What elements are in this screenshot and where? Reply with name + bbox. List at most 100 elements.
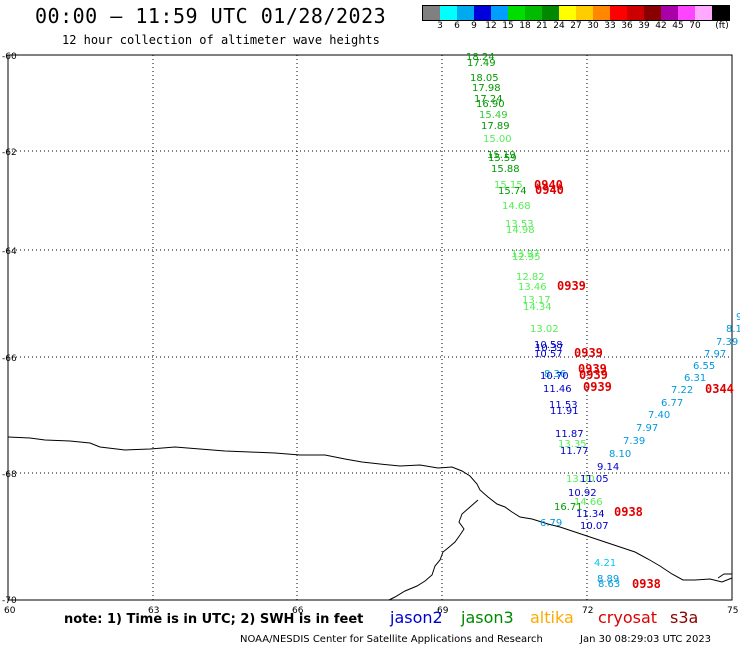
lon-tick: 72: [582, 606, 593, 616]
footnote: note: 1) Time is in UTC; 2) SWH is in fe…: [64, 612, 364, 627]
wave-height-label: 15.74: [498, 186, 527, 197]
wave-height-label: 9.14: [597, 462, 619, 473]
wave-height-label: 10.92: [568, 488, 597, 499]
map-frame: [7, 54, 733, 601]
wave-height-label: 15.88: [491, 164, 520, 175]
legend-swatch: [610, 6, 627, 20]
legend-swatch: [559, 6, 576, 20]
legend-swatch: [678, 6, 695, 20]
wave-height-label: 7.97: [636, 423, 658, 434]
legend-label: 12: [485, 21, 497, 31]
legend-label: 24: [553, 21, 565, 31]
lat-tick: -64: [2, 247, 17, 257]
latitude-tick-labels: -60 -62 -64 -66 -68 -70: [2, 52, 17, 606]
lon-tick: 66: [292, 606, 304, 616]
legend-swatch: [491, 6, 508, 20]
wave-height-label: 12.95: [512, 252, 541, 263]
legend-label: 6: [454, 21, 460, 31]
wave-height-label: 11.05: [580, 474, 609, 485]
lat-tick: -60: [2, 52, 17, 62]
legend-label: 36: [621, 21, 633, 31]
antarctica-coastline: [7, 436, 733, 601]
wave-height-label: 9: [736, 312, 740, 323]
wave-height-label: 13.46: [518, 282, 547, 293]
wave-height-label: 8.63: [598, 579, 620, 590]
wave-height-label: 8.10: [609, 449, 631, 460]
wave-height-label: 10.37: [535, 343, 564, 354]
wave-height-label: 13.35: [558, 439, 587, 450]
pass-time-label: 0344: [705, 382, 734, 396]
wave-height-label: 11.77: [560, 446, 589, 457]
lat-tick: -62: [2, 148, 17, 158]
satellite-legend-cryosat: cryosat: [598, 608, 658, 627]
wave-height-label: 8.36: [544, 369, 566, 380]
wave-height-label: 6.77: [661, 398, 683, 409]
lon-tick: 63: [148, 606, 159, 616]
legend-label: 33: [604, 21, 616, 31]
footer-credit: NOAA/NESDIS Center for Satellite Applica…: [240, 634, 543, 645]
map-title: 00:00 – 11:59 UTC 01/28/2023: [35, 4, 387, 28]
pass-time-label: 0939: [583, 380, 612, 394]
wave-height-label: 7.39: [716, 337, 738, 348]
satellite-legend-altika: altika: [530, 608, 574, 627]
wave-height-label: 14.98: [506, 225, 535, 236]
wave-height-label: 13.17: [522, 295, 551, 306]
lat-tick: -66: [2, 354, 17, 364]
legend-label: 9: [471, 21, 477, 31]
legend-label: 18: [519, 21, 531, 31]
pass-time-label: 0939: [578, 362, 607, 376]
legend-label: 39: [638, 21, 650, 31]
wave-height-label: 17.98: [472, 83, 501, 94]
wave-height-label: 7.39: [623, 436, 645, 447]
wave-height-label: 16.71: [554, 502, 583, 513]
wave-height-label: 15.15: [494, 180, 523, 191]
legend-swatch: [712, 6, 729, 20]
lon-tick: 69: [437, 606, 449, 616]
map-subtitle: 12 hour collection of altimeter wave hei…: [62, 33, 380, 47]
wave-height-label: 10.57: [534, 349, 563, 360]
wave-height-label: 14.68: [502, 201, 531, 212]
legend-swatch: [644, 6, 661, 20]
legend-label: 15: [502, 21, 514, 31]
wave-height-label: 8.89: [597, 574, 619, 585]
legend-swatch: [695, 6, 712, 20]
pass-time-label: 0939: [579, 368, 608, 382]
wave-height-color-legend: [422, 5, 730, 21]
wave-height-label: 11.91: [550, 406, 579, 417]
legend-swatch: [474, 6, 491, 20]
wave-height-label: 14.34: [523, 302, 552, 313]
wave-height-label: 15.49: [479, 110, 508, 121]
legend-swatch: [593, 6, 610, 20]
wave-height-label: 13.97: [511, 249, 540, 260]
legend-swatch: [627, 6, 644, 20]
wave-height-label: 10.70: [540, 371, 569, 382]
wave-height-label: 15.00: [483, 134, 512, 145]
wave-height-label: 10.58: [534, 340, 563, 351]
lon-tick: 75: [727, 606, 738, 616]
wave-height-label: 16.90: [476, 99, 505, 110]
legend-swatch: [508, 6, 525, 20]
wave-height-label: 12.82: [516, 272, 545, 283]
legend-swatch: [542, 6, 559, 20]
wave-height-label: 11.46: [543, 384, 572, 395]
wave-height-label: 7.22: [671, 385, 693, 396]
legend-swatch: [661, 6, 678, 20]
wave-height-label: 11.87: [555, 429, 584, 440]
wave-height-label: 6.79: [540, 518, 562, 529]
legend-label: 27: [570, 21, 582, 31]
lat-tick: -70: [2, 596, 17, 606]
satellite-legend-s3a: s3a: [670, 608, 699, 627]
wave-height-label: 11.34: [576, 509, 605, 520]
wave-height-label: 4.21: [594, 558, 616, 569]
legend-swatch: [576, 6, 593, 20]
lat-tick: -68: [2, 470, 17, 480]
wave-height-label: 18.05: [470, 73, 499, 84]
wave-height-label: 17.49: [467, 58, 496, 69]
wave-height-label: 15.19: [487, 150, 516, 161]
legend-label: 70: [689, 21, 701, 31]
legend-label: 42: [655, 21, 667, 31]
wave-height-label: 17.89: [481, 121, 510, 132]
wave-height-label: 13.53: [505, 219, 534, 230]
